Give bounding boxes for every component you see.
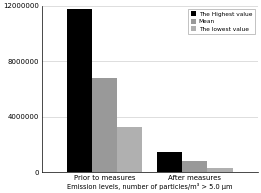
Legend: The Highest value, Mean, The lowest value: The Highest value, Mean, The lowest valu…: [188, 9, 255, 34]
Bar: [92, 78, 117, 172]
Bar: [67, 9, 92, 172]
X-axis label: Emission levels, number of particles/m³ > 5.0 μm: Emission levels, number of particles/m³ …: [67, 183, 233, 190]
Bar: [157, 152, 182, 172]
Bar: [207, 168, 233, 172]
Bar: [182, 161, 207, 172]
Bar: [117, 127, 142, 172]
